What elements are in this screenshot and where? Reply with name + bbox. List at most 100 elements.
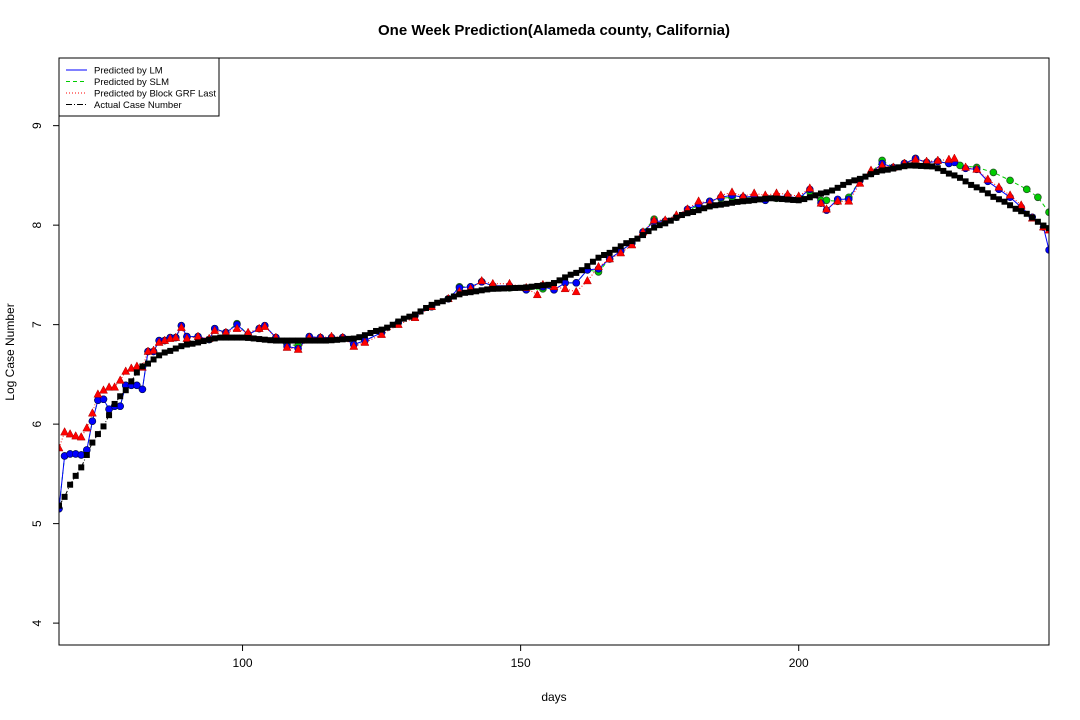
actual-point bbox=[367, 329, 374, 336]
actual-point bbox=[556, 277, 563, 284]
actual-point bbox=[178, 343, 185, 350]
grf-point bbox=[59, 442, 64, 452]
actual-point bbox=[150, 356, 157, 363]
actual-point bbox=[272, 337, 279, 344]
actual-point bbox=[517, 284, 524, 291]
actual-point bbox=[923, 163, 930, 170]
grf-point bbox=[994, 182, 1004, 191]
x-axis-label: days bbox=[541, 690, 566, 704]
actual-point bbox=[83, 451, 90, 458]
actual-point bbox=[995, 196, 1002, 203]
slm-point bbox=[989, 168, 998, 177]
actual-point bbox=[256, 336, 263, 343]
actual-point bbox=[467, 289, 474, 296]
actual-point bbox=[328, 337, 335, 344]
actual-point bbox=[206, 336, 213, 343]
grf-point bbox=[110, 382, 120, 391]
actual-point bbox=[61, 493, 68, 500]
grf-point bbox=[293, 344, 303, 353]
actual-point bbox=[456, 291, 463, 298]
grf-point bbox=[87, 408, 97, 417]
grf-point bbox=[60, 427, 70, 436]
actual-point bbox=[734, 198, 741, 205]
actual-point bbox=[912, 162, 919, 169]
grf-point bbox=[549, 281, 559, 291]
plot-area bbox=[59, 153, 1049, 513]
x-tick-label: 100 bbox=[233, 656, 253, 670]
series-group bbox=[59, 153, 1049, 513]
legend-label: Predicted by SLM bbox=[94, 77, 169, 88]
actual-point bbox=[979, 186, 986, 193]
actual-point bbox=[261, 336, 268, 343]
actual-point bbox=[667, 217, 674, 224]
actual-point bbox=[1034, 218, 1041, 225]
y-tick-label: 9 bbox=[30, 122, 44, 129]
actual-point bbox=[806, 194, 813, 201]
actual-point bbox=[278, 337, 285, 344]
grf-line bbox=[59, 157, 1049, 449]
actual-point bbox=[751, 197, 758, 204]
actual-point bbox=[384, 324, 391, 331]
actual-point bbox=[317, 337, 324, 344]
actual-point bbox=[884, 166, 891, 173]
actual-point bbox=[462, 289, 469, 296]
actual-point bbox=[1046, 225, 1049, 232]
x-tick-label: 200 bbox=[789, 656, 809, 670]
actual-point bbox=[473, 288, 480, 295]
actual-point bbox=[1023, 210, 1030, 217]
actual-point bbox=[434, 299, 441, 306]
actual-point bbox=[59, 502, 62, 509]
y-tick-label: 8 bbox=[30, 221, 44, 228]
actual-point bbox=[1007, 202, 1014, 209]
actual-point bbox=[767, 195, 774, 202]
actual-point bbox=[717, 201, 724, 208]
actual-point bbox=[89, 439, 96, 446]
legend-box bbox=[58, 57, 220, 117]
actual-point bbox=[339, 336, 346, 343]
grf-point bbox=[855, 178, 865, 187]
actual-point bbox=[784, 196, 791, 203]
slm-line bbox=[59, 157, 1049, 509]
actual-point bbox=[951, 172, 958, 179]
grf-point bbox=[71, 431, 81, 440]
grf-point bbox=[377, 329, 387, 338]
actual-point bbox=[423, 304, 430, 311]
actual-point bbox=[161, 349, 168, 356]
actual-point bbox=[817, 190, 824, 197]
actual-point bbox=[389, 321, 396, 328]
slm-point bbox=[1034, 193, 1042, 202]
grf-point bbox=[911, 154, 920, 163]
actual-point bbox=[439, 298, 446, 305]
grf-point bbox=[594, 261, 603, 271]
grf-point bbox=[232, 323, 242, 332]
actual-point bbox=[189, 340, 196, 347]
actual-point bbox=[356, 334, 363, 341]
lm-point bbox=[572, 279, 580, 287]
grf-point bbox=[260, 321, 270, 330]
y-tick-label: 4 bbox=[30, 619, 44, 626]
actual-line bbox=[59, 164, 1049, 506]
actual-point bbox=[350, 335, 357, 342]
grf-point bbox=[360, 337, 370, 346]
actual-point bbox=[706, 203, 713, 210]
actual-point bbox=[539, 282, 546, 289]
actual-point bbox=[489, 285, 496, 292]
actual-point bbox=[1012, 205, 1019, 212]
x-tick-label: 150 bbox=[511, 656, 531, 670]
actual-point bbox=[740, 198, 747, 205]
actual-point bbox=[512, 284, 519, 291]
actual-point bbox=[139, 363, 146, 370]
grf-point bbox=[749, 188, 759, 197]
grf-point bbox=[176, 322, 186, 331]
actual-point bbox=[428, 301, 435, 308]
actual-point bbox=[245, 334, 252, 341]
actual-point bbox=[1001, 198, 1008, 205]
actual-point bbox=[322, 337, 329, 344]
actual-point bbox=[745, 197, 752, 204]
actual-point bbox=[906, 162, 913, 169]
legend-label: Actual Case Number bbox=[94, 100, 182, 111]
actual-point bbox=[673, 214, 680, 221]
y-tick-label: 6 bbox=[30, 420, 44, 427]
actual-point bbox=[156, 352, 163, 359]
actual-point bbox=[695, 207, 702, 214]
